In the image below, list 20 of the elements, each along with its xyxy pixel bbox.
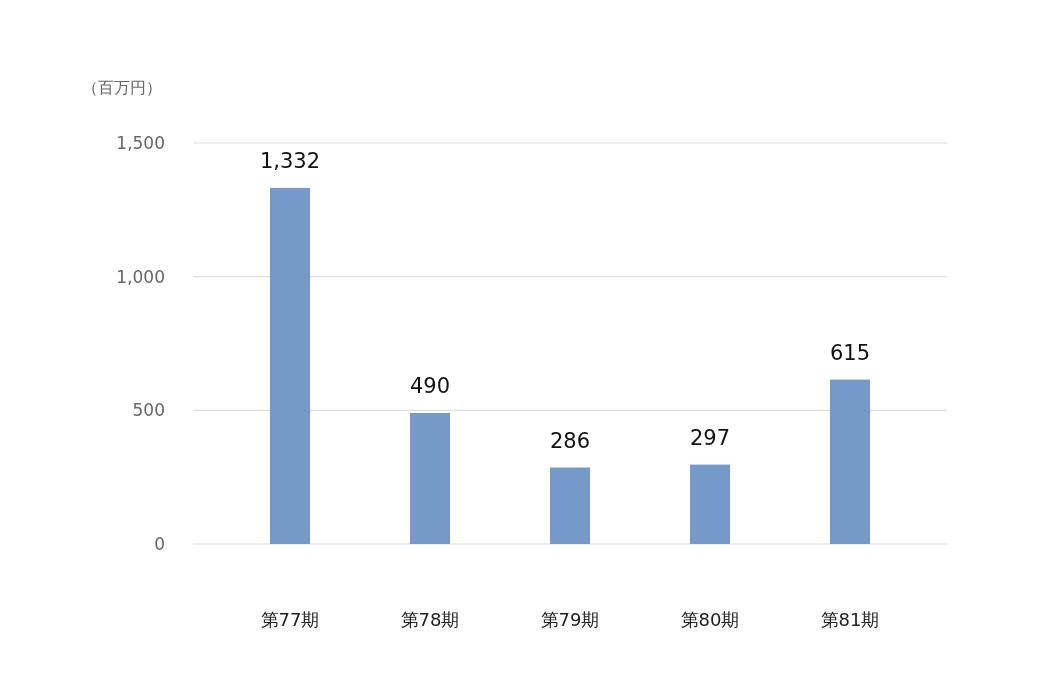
x-tick-label: 第78期 xyxy=(400,609,460,631)
bar xyxy=(689,464,731,544)
bar xyxy=(829,379,871,544)
data-label: 1,332 xyxy=(259,148,321,173)
data-label: 490 xyxy=(409,374,451,399)
y-axis-title: （百万円） xyxy=(82,78,162,97)
y-tick-label: 0 xyxy=(154,533,165,554)
x-tick-label: 第80期 xyxy=(680,609,740,631)
bar xyxy=(549,467,591,544)
y-tick-label: 1,500 xyxy=(116,132,165,153)
data-label: 286 xyxy=(549,428,591,453)
data-label: 615 xyxy=(829,340,871,365)
data-label: 297 xyxy=(689,425,731,450)
x-tick-label: 第79期 xyxy=(540,609,600,631)
bar xyxy=(269,187,311,544)
x-tick-label: 第77期 xyxy=(260,609,320,631)
y-tick-label: 1,000 xyxy=(116,266,165,287)
bar xyxy=(409,413,451,544)
x-tick-label: 第81期 xyxy=(820,609,880,631)
y-tick-label: 500 xyxy=(132,400,165,421)
